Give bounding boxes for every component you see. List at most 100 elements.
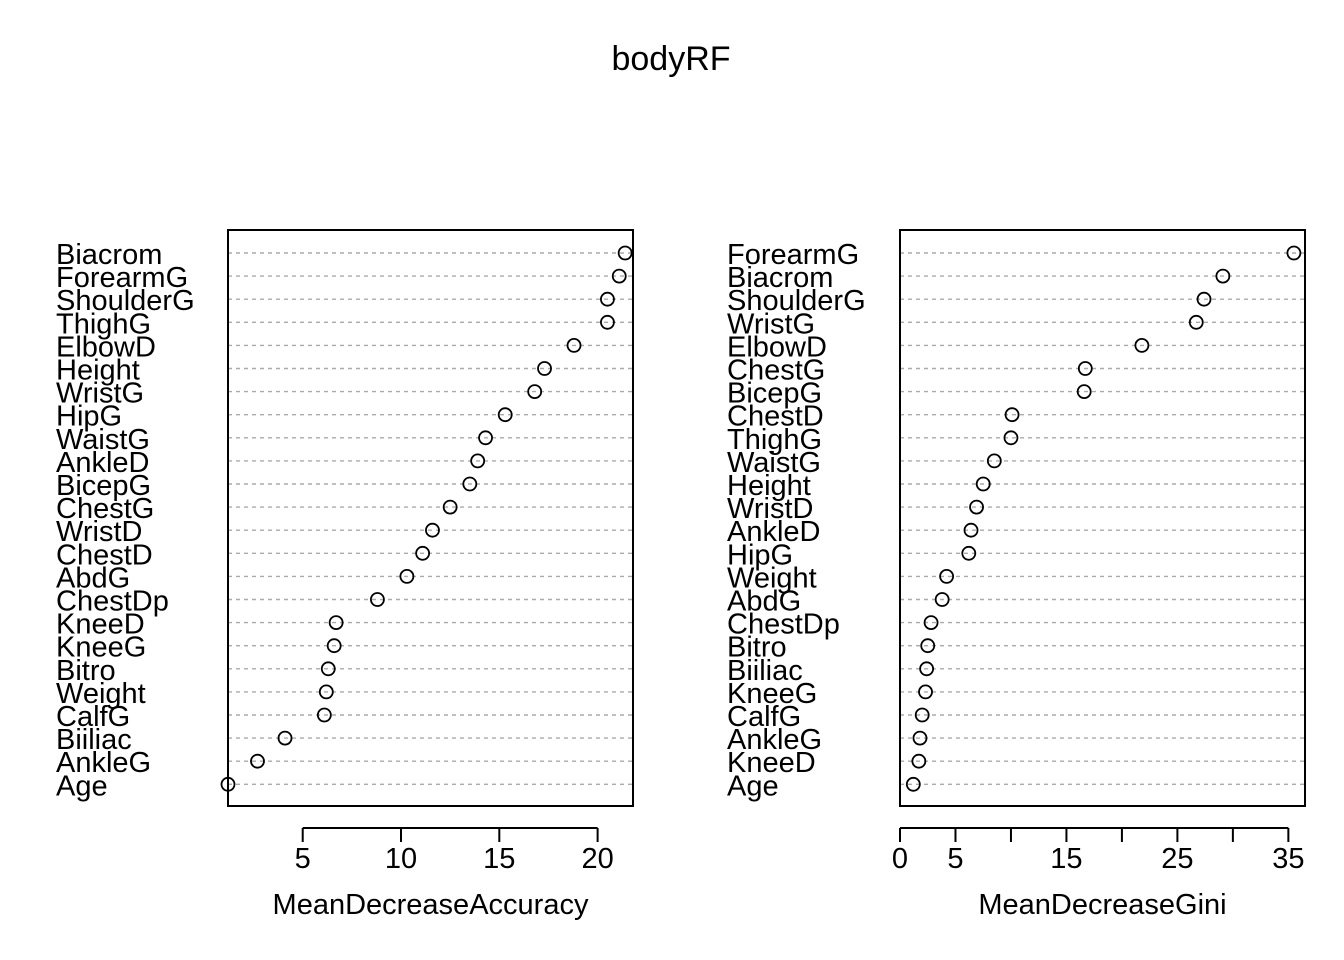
plot-frame <box>227 229 634 807</box>
category-label: Height <box>727 470 811 502</box>
category-label: KneeG <box>727 678 817 710</box>
category-label: ChestDp <box>56 586 169 618</box>
x-tick-label: 5 <box>947 843 963 875</box>
category-label: Bitro <box>56 655 116 687</box>
category-label: Biiliac <box>727 655 803 687</box>
data-point <box>1286 245 1302 261</box>
x-axis-label: MeanDecreaseAccuracy <box>273 889 589 921</box>
data-point <box>905 776 921 792</box>
category-label: ChestG <box>56 493 154 525</box>
category-label: BicepG <box>56 470 151 502</box>
category-label: Biiliac <box>56 724 132 756</box>
category-label: Age <box>56 770 108 802</box>
data-point <box>478 430 493 446</box>
category-label: ForearmG <box>727 239 859 271</box>
category-label: ChestD <box>727 401 824 433</box>
plot-frame <box>899 229 1306 807</box>
x-tick-label: 15 <box>483 843 515 875</box>
category-label: CalfG <box>56 701 130 733</box>
category-label: AbdG <box>56 562 130 594</box>
data-point <box>320 661 336 677</box>
data-point <box>277 730 293 746</box>
category-label: Biacrom <box>56 239 162 271</box>
data-point <box>1076 384 1092 400</box>
category-label: Age <box>727 770 779 802</box>
category-label: AnkleG <box>56 747 151 779</box>
data-point <box>1004 407 1020 423</box>
category-label: WristG <box>727 308 815 340</box>
x-tick-label: 0 <box>892 843 908 875</box>
data-point <box>919 661 935 677</box>
data-point <box>961 545 977 561</box>
data-point <box>934 592 950 607</box>
data-point <box>442 499 458 515</box>
category-label: ChestD <box>56 539 153 571</box>
data-point <box>470 453 486 469</box>
category-label: ChestG <box>727 355 825 387</box>
category-label: ShoulderG <box>56 285 195 317</box>
category-label: ThighG <box>727 424 822 456</box>
category-label: Weight <box>727 562 817 594</box>
data-point <box>1188 314 1204 330</box>
data-point <box>1215 268 1231 284</box>
category-label: WaistG <box>56 424 150 456</box>
data-point <box>566 337 582 353</box>
category-label: KneeG <box>56 632 146 664</box>
category-label: Weight <box>56 678 146 710</box>
x-tick-label: 10 <box>385 843 417 875</box>
x-tick-label: 25 <box>1161 843 1193 875</box>
data-point <box>986 453 1002 469</box>
data-point <box>1003 430 1019 446</box>
data-point <box>600 314 615 330</box>
category-label: BicepG <box>727 378 822 410</box>
data-point <box>370 592 385 607</box>
category-label: ElbowD <box>727 331 827 363</box>
data-point <box>318 684 334 700</box>
x-axis-label: MeanDecreaseGini <box>978 889 1226 921</box>
data-point <box>326 638 342 654</box>
data-point <box>328 615 344 630</box>
data-point <box>920 638 936 654</box>
data-point <box>617 245 633 261</box>
category-label: Biacrom <box>727 262 833 294</box>
category-label: AnkleD <box>56 447 150 479</box>
data-point <box>911 753 927 769</box>
data-point <box>250 753 265 769</box>
data-point <box>1134 337 1150 353</box>
category-label: ForearmG <box>56 262 188 294</box>
data-point <box>912 730 928 746</box>
category-label: ThighG <box>56 308 151 340</box>
data-point <box>462 476 478 492</box>
data-point <box>537 361 552 376</box>
category-label: ChestDp <box>727 609 840 641</box>
category-label: HipG <box>727 539 793 571</box>
category-label: WristD <box>56 516 142 548</box>
x-tick-label: 35 <box>1272 843 1304 875</box>
data-point <box>975 476 991 492</box>
data-point <box>527 384 543 400</box>
data-point <box>415 545 431 561</box>
category-label: HipG <box>56 401 122 433</box>
category-label: AbdG <box>727 586 801 618</box>
data-point <box>399 569 415 584</box>
x-tick-label: 15 <box>1050 843 1082 875</box>
data-point <box>963 522 979 538</box>
category-label: KneeD <box>727 747 816 779</box>
category-label: Bitro <box>727 632 787 664</box>
x-tick-label: 5 <box>295 843 311 875</box>
panel-mean-decrease-gini: ForearmGBiacromShoulderGWristGElbowDChes… <box>727 229 1306 921</box>
data-point <box>969 499 984 515</box>
category-label: WristD <box>727 493 813 525</box>
figure-title: bodyRF <box>611 40 730 78</box>
data-point <box>918 684 933 700</box>
data-point <box>425 522 440 538</box>
data-point <box>497 407 513 423</box>
category-label: ElbowD <box>56 331 156 363</box>
category-label: AnkleG <box>727 724 822 756</box>
data-point <box>914 707 930 723</box>
category-label: WaistG <box>727 447 821 479</box>
data-point <box>316 707 332 723</box>
category-label: KneeD <box>56 609 145 641</box>
data-point <box>939 569 955 584</box>
